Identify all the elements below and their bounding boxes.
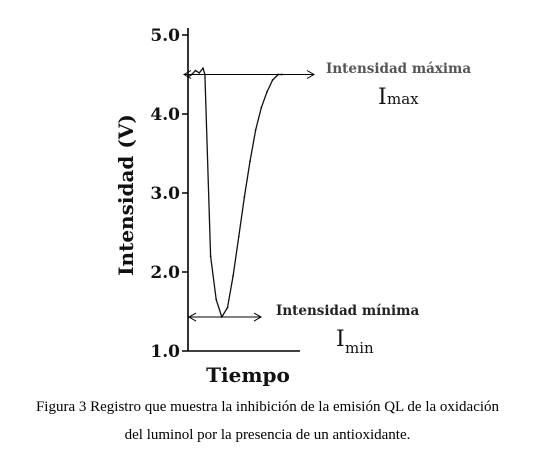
data-point: [232, 275, 235, 277]
min-reference: [187, 312, 263, 322]
data-point: [271, 79, 274, 81]
y-axis-title: Intensidad (V): [114, 114, 138, 276]
data-point: [243, 196, 246, 198]
series-layer: [187, 67, 283, 318]
max-annotation-label: Intensidad máxima: [326, 61, 471, 77]
min-annotation-label: Intensidad mínima: [276, 303, 419, 319]
series-line: [187, 67, 282, 318]
data-point: [215, 298, 218, 301]
max-reference: [182, 70, 316, 79]
data-point: [202, 67, 204, 70]
min-symbol-letter: I: [336, 327, 345, 352]
y-tick-label: 5.0: [150, 26, 180, 46]
min-arrow-right: [253, 312, 263, 322]
data-point: [249, 160, 251, 163]
data-point: [254, 128, 257, 131]
x-axis-title: Tiempo: [206, 363, 290, 387]
y-tick-label: 3.0: [150, 184, 180, 204]
max-symbol-subscript: max: [387, 90, 419, 108]
data-point: [226, 306, 229, 309]
max-arrow-left: [182, 70, 192, 79]
y-tick-label: 4.0: [150, 105, 180, 125]
data-point: [198, 72, 201, 74]
data-point: [266, 91, 268, 93]
min-arrow-left: [187, 312, 197, 322]
data-point: [237, 235, 240, 238]
data-point: [194, 69, 197, 72]
figure-caption-line-2: del luminol por la presencia de un antio…: [124, 427, 411, 443]
data-point: [260, 106, 263, 109]
y-tick-label: 2.0: [150, 263, 180, 283]
max-symbol: I max: [378, 85, 419, 110]
y-tick-label: 1.0: [150, 342, 180, 362]
max-symbol-letter: I: [378, 85, 387, 110]
y-ticks: 5.0 4.0 3.0 2.0 1.0: [150, 26, 188, 362]
figure-caption-line-1: Figura 3 Registro que muestra la inhibic…: [35, 399, 500, 415]
data-point: [209, 255, 212, 258]
max-arrow-right: [306, 70, 316, 79]
min-symbol-subscript: min: [345, 339, 374, 357]
min-symbol: I min: [336, 327, 374, 357]
